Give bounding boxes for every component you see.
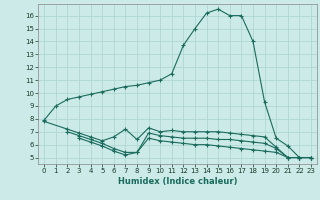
X-axis label: Humidex (Indice chaleur): Humidex (Indice chaleur) [118,177,237,186]
